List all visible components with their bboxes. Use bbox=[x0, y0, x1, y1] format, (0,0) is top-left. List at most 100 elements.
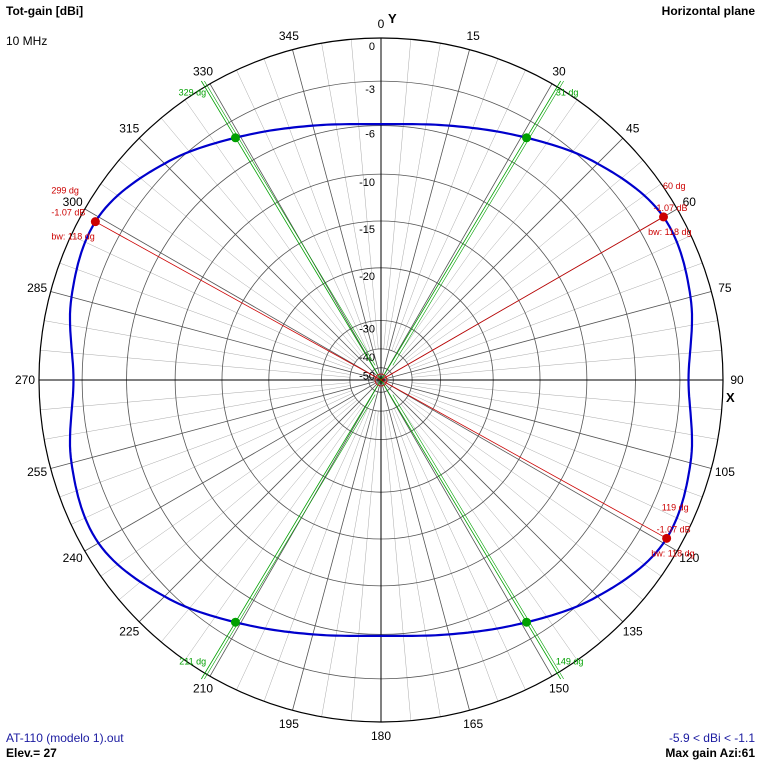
angle-tick-label: 315 bbox=[119, 121, 139, 135]
minor-spoke-line bbox=[383, 39, 412, 350]
minor-spoke-line bbox=[44, 385, 351, 440]
x-axis-label: X bbox=[726, 390, 735, 405]
minor-spoke-line bbox=[236, 407, 369, 691]
angle-tick-label: 150 bbox=[549, 681, 569, 695]
red-marker-bw-label: bw: 118 dg bbox=[51, 232, 94, 242]
green-marker-line bbox=[204, 80, 376, 366]
green-marker-label: 211 dg bbox=[179, 656, 206, 666]
spoke-line bbox=[50, 291, 382, 381]
minor-spoke-line bbox=[236, 69, 369, 353]
red-marker-gain-label: -1.07 dB bbox=[51, 208, 85, 218]
minor-spoke-line bbox=[386, 43, 441, 350]
minor-spoke-line bbox=[263, 58, 371, 352]
red-marker-gain-label: -1.07 dB bbox=[653, 203, 687, 213]
spoke-line bbox=[380, 379, 553, 677]
minor-spoke-line bbox=[160, 403, 362, 643]
green-marker-line bbox=[392, 394, 564, 680]
angle-tick-label: 135 bbox=[623, 625, 643, 639]
green-marker-dot bbox=[230, 617, 240, 627]
red-marker-dot bbox=[90, 217, 100, 227]
radial-tick-label: -6 bbox=[365, 129, 375, 141]
green-marker-line bbox=[200, 80, 382, 381]
angle-tick-label: 330 bbox=[193, 65, 213, 79]
center-circle bbox=[374, 373, 388, 387]
max-gain-label: Max gain Azi:61 bbox=[665, 746, 755, 760]
green-marker-dot bbox=[522, 617, 532, 627]
minor-spoke-line bbox=[263, 408, 371, 702]
red-marker-bw-label: bw: 118 dg bbox=[651, 548, 694, 558]
minor-spoke-line bbox=[350, 39, 379, 350]
y-axis-label: Y bbox=[388, 11, 397, 26]
green-marker-line bbox=[380, 80, 562, 381]
red-marker-dot bbox=[658, 212, 668, 222]
angle-tick-label: 15 bbox=[466, 29, 480, 43]
green-marker-line bbox=[204, 394, 376, 680]
spoke-line bbox=[380, 291, 712, 381]
minor-spoke-line bbox=[160, 117, 362, 357]
frequency-label: 10 MHz bbox=[6, 34, 48, 48]
minor-spoke-line bbox=[411, 382, 722, 411]
minor-spoke-line bbox=[40, 349, 351, 378]
angle-tick-label: 210 bbox=[193, 681, 213, 695]
minor-spoke-line bbox=[70, 392, 354, 525]
angle-tick-label: 165 bbox=[463, 717, 483, 731]
spoke-line bbox=[209, 83, 382, 381]
spoke-line bbox=[84, 208, 382, 381]
minor-spoke-line bbox=[59, 390, 353, 498]
green-marker-label: 149 dg bbox=[556, 656, 584, 666]
minor-spoke-line bbox=[70, 235, 354, 368]
spoke-line bbox=[138, 379, 382, 623]
minor-spoke-line bbox=[321, 43, 376, 350]
red-marker-angle-label: 119 dg bbox=[662, 502, 689, 512]
minor-spoke-line bbox=[59, 262, 353, 370]
minor-spoke-line bbox=[100, 183, 356, 363]
minor-spoke-line bbox=[409, 390, 703, 498]
angle-tick-label: 195 bbox=[279, 717, 299, 731]
minor-spoke-line bbox=[400, 117, 602, 357]
minor-spoke-line bbox=[400, 403, 602, 643]
plane-label: Horizontal plane bbox=[661, 4, 755, 18]
radial-tick-label: -3 bbox=[365, 84, 375, 96]
minor-spoke-line bbox=[391, 408, 499, 702]
red-marker-gain-label: -1.07 dB bbox=[657, 524, 691, 534]
green-marker-line bbox=[200, 379, 382, 680]
elevation-label: Elev.= 27 bbox=[6, 746, 57, 760]
minor-spoke-line bbox=[383, 410, 412, 721]
spoke-line bbox=[292, 379, 382, 711]
green-marker-dot bbox=[522, 133, 532, 143]
angle-tick-label: 225 bbox=[119, 625, 139, 639]
green-marker-dot bbox=[230, 133, 240, 143]
angle-tick-label: 105 bbox=[715, 465, 735, 479]
minor-spoke-line bbox=[406, 183, 662, 363]
spoke-line bbox=[209, 379, 382, 677]
red-marker-line bbox=[380, 216, 664, 381]
minor-spoke-line bbox=[406, 397, 662, 577]
minor-spoke-line bbox=[411, 349, 722, 378]
radial-tick-label: -50 bbox=[359, 371, 375, 383]
radial-tick-label: -15 bbox=[359, 224, 375, 236]
angle-tick-label: 285 bbox=[27, 281, 47, 295]
minor-spoke-line bbox=[386, 410, 441, 717]
minor-spoke-line bbox=[321, 410, 376, 717]
minor-spoke-line bbox=[118, 159, 358, 361]
spoke-line bbox=[50, 379, 382, 469]
radial-tick-label: -40 bbox=[359, 352, 375, 364]
radial-tick-label: -20 bbox=[359, 271, 375, 283]
angle-tick-label: 120 bbox=[679, 551, 699, 565]
red-marker-angle-label: 299 dg bbox=[51, 186, 79, 196]
minor-spoke-line bbox=[40, 382, 351, 411]
spoke-line bbox=[380, 49, 470, 381]
angle-tick-label: 0 bbox=[378, 17, 385, 31]
spoke-line bbox=[138, 137, 382, 381]
angle-tick-label: 45 bbox=[626, 121, 640, 135]
chart-title: Tot-gain [dBi] bbox=[6, 4, 84, 18]
spoke-line bbox=[380, 379, 470, 711]
minor-spoke-line bbox=[393, 407, 526, 691]
minor-spoke-line bbox=[409, 262, 703, 370]
spoke-line bbox=[84, 379, 382, 552]
spoke-line bbox=[380, 137, 624, 381]
green-marker-line bbox=[380, 379, 562, 680]
radial-tick-label: 0 bbox=[369, 41, 375, 53]
minor-spoke-line bbox=[411, 385, 718, 440]
